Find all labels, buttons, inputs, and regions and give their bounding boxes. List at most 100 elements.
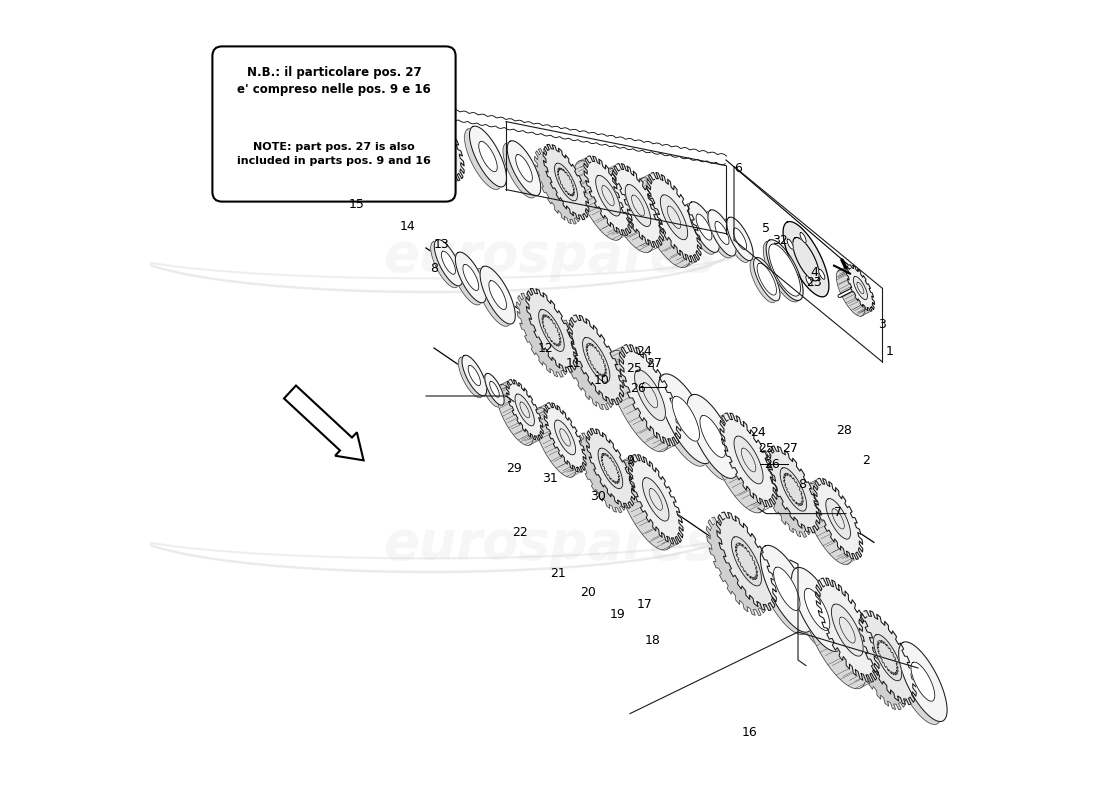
- Polygon shape: [469, 366, 481, 386]
- Polygon shape: [832, 604, 864, 656]
- Polygon shape: [478, 142, 497, 172]
- Text: 1: 1: [887, 346, 894, 358]
- Text: 15: 15: [349, 198, 364, 210]
- Text: 23: 23: [806, 276, 822, 289]
- Polygon shape: [849, 616, 906, 710]
- Text: 19: 19: [610, 608, 626, 621]
- Polygon shape: [766, 240, 803, 301]
- Polygon shape: [441, 251, 455, 274]
- Text: 5: 5: [762, 222, 770, 234]
- Polygon shape: [603, 169, 653, 253]
- Polygon shape: [750, 259, 777, 302]
- Polygon shape: [539, 310, 564, 351]
- Polygon shape: [515, 394, 535, 426]
- Polygon shape: [490, 382, 499, 398]
- Polygon shape: [704, 212, 733, 258]
- Polygon shape: [625, 185, 651, 226]
- Polygon shape: [754, 258, 780, 301]
- Polygon shape: [636, 178, 691, 268]
- Polygon shape: [578, 433, 626, 513]
- Text: 8: 8: [430, 262, 438, 274]
- Polygon shape: [700, 415, 726, 458]
- Polygon shape: [647, 173, 702, 262]
- Text: 27: 27: [782, 442, 797, 454]
- Text: 18: 18: [645, 634, 660, 646]
- Text: 3: 3: [878, 318, 886, 330]
- Polygon shape: [708, 210, 736, 256]
- Text: 7: 7: [834, 506, 842, 518]
- Polygon shape: [672, 396, 700, 441]
- Polygon shape: [803, 483, 852, 565]
- Polygon shape: [428, 121, 452, 161]
- Polygon shape: [854, 277, 868, 299]
- Polygon shape: [803, 585, 866, 689]
- Polygon shape: [534, 408, 576, 478]
- Polygon shape: [688, 394, 738, 478]
- Polygon shape: [720, 413, 777, 507]
- Polygon shape: [619, 345, 681, 446]
- Polygon shape: [783, 222, 829, 297]
- Polygon shape: [372, 101, 399, 146]
- Polygon shape: [348, 84, 403, 174]
- Polygon shape: [696, 214, 712, 240]
- Text: 30: 30: [590, 490, 606, 502]
- Polygon shape: [586, 429, 635, 508]
- Polygon shape: [689, 202, 719, 253]
- Polygon shape: [800, 233, 806, 242]
- Polygon shape: [708, 418, 766, 513]
- Polygon shape: [818, 270, 825, 279]
- Polygon shape: [769, 244, 801, 296]
- Text: 13: 13: [434, 238, 450, 250]
- Text: eurospares: eurospares: [383, 518, 717, 570]
- Polygon shape: [659, 374, 713, 464]
- Text: 10: 10: [594, 374, 609, 386]
- Text: 20: 20: [581, 586, 596, 598]
- Polygon shape: [516, 154, 532, 182]
- Polygon shape: [488, 281, 506, 310]
- Polygon shape: [526, 289, 578, 373]
- Text: 8: 8: [798, 478, 806, 490]
- Polygon shape: [583, 338, 609, 382]
- Polygon shape: [608, 350, 670, 452]
- Polygon shape: [481, 375, 500, 407]
- Polygon shape: [836, 270, 865, 316]
- Polygon shape: [911, 662, 935, 702]
- Polygon shape: [598, 448, 623, 489]
- Text: N.B.: il particolare pos. 27
e' compreso nelle pos. 9 e 16: N.B.: il particolare pos. 27 e' compreso…: [238, 66, 431, 96]
- Polygon shape: [716, 512, 777, 610]
- Polygon shape: [559, 320, 614, 410]
- Text: 28: 28: [836, 424, 852, 437]
- Polygon shape: [734, 228, 747, 250]
- Text: 12: 12: [538, 342, 554, 354]
- Polygon shape: [309, 76, 343, 131]
- Polygon shape: [815, 578, 879, 682]
- Polygon shape: [359, 78, 414, 168]
- Polygon shape: [543, 402, 586, 472]
- Polygon shape: [480, 266, 515, 324]
- Polygon shape: [535, 149, 581, 224]
- Polygon shape: [293, 50, 359, 158]
- Text: eurospares: eurospares: [383, 230, 717, 282]
- Polygon shape: [757, 263, 777, 295]
- FancyArrow shape: [284, 386, 364, 460]
- Polygon shape: [893, 645, 942, 725]
- Polygon shape: [574, 161, 623, 240]
- Polygon shape: [756, 547, 808, 634]
- Polygon shape: [431, 242, 459, 288]
- Text: 14: 14: [399, 220, 416, 233]
- Polygon shape: [455, 252, 486, 302]
- Polygon shape: [280, 56, 346, 165]
- Polygon shape: [727, 217, 754, 261]
- Polygon shape: [628, 454, 683, 544]
- Polygon shape: [788, 570, 838, 654]
- Polygon shape: [767, 446, 820, 533]
- Polygon shape: [685, 203, 716, 254]
- Text: 17: 17: [637, 598, 652, 610]
- Polygon shape: [683, 397, 734, 481]
- Polygon shape: [496, 385, 534, 446]
- Polygon shape: [763, 241, 801, 302]
- Polygon shape: [715, 222, 729, 245]
- Polygon shape: [617, 460, 672, 550]
- Text: 6: 6: [734, 162, 741, 174]
- Polygon shape: [543, 144, 588, 220]
